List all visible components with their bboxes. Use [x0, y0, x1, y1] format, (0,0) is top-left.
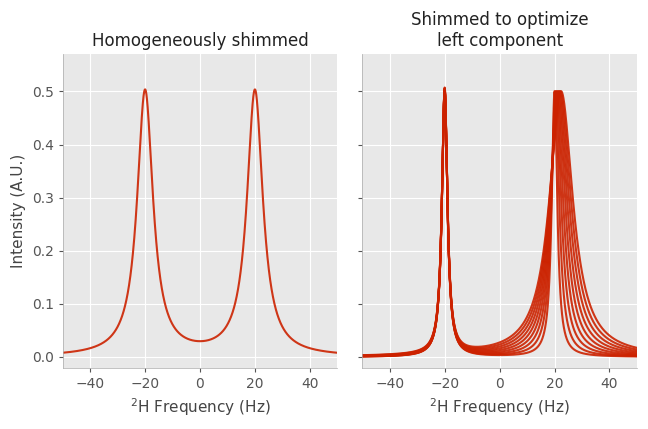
- Y-axis label: Intensity (A.U.): Intensity (A.U.): [11, 154, 26, 268]
- Title: Homogeneously shimmed: Homogeneously shimmed: [91, 32, 308, 50]
- X-axis label: $^{2}$H Frequency (Hz): $^{2}$H Frequency (Hz): [429, 396, 570, 418]
- Title: Shimmed to optimize
left component: Shimmed to optimize left component: [411, 11, 588, 50]
- X-axis label: $^{2}$H Frequency (Hz): $^{2}$H Frequency (Hz): [130, 396, 270, 418]
